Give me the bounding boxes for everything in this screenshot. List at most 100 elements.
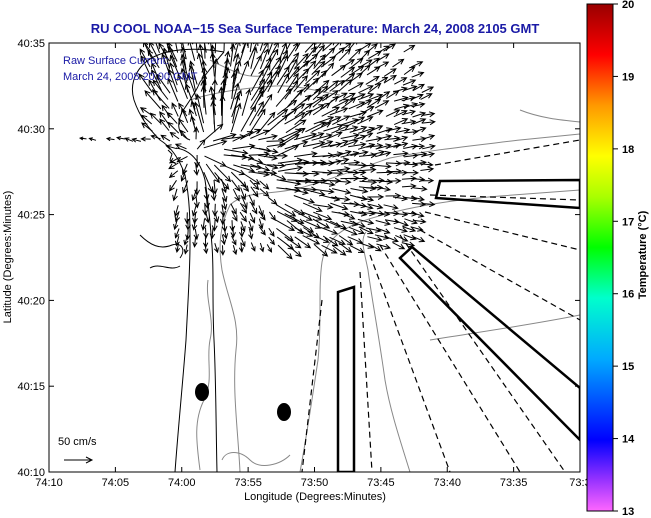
current-vector bbox=[294, 236, 312, 249]
current-vector bbox=[350, 187, 369, 194]
current-vector bbox=[180, 46, 187, 70]
current-vector bbox=[312, 102, 331, 116]
current-vector bbox=[313, 211, 333, 221]
current-vector bbox=[358, 166, 377, 173]
current-vector bbox=[349, 93, 366, 101]
current-vector bbox=[222, 71, 229, 100]
current-vector bbox=[322, 151, 344, 158]
current-vector bbox=[174, 143, 187, 150]
current-vector bbox=[293, 94, 312, 110]
current-vector bbox=[421, 134, 436, 140]
current-vector bbox=[209, 44, 216, 68]
current-vector bbox=[285, 72, 299, 93]
current-vector bbox=[302, 132, 325, 142]
current-vector bbox=[249, 179, 260, 191]
current-vector bbox=[224, 148, 249, 156]
current-vector bbox=[180, 53, 189, 77]
current-vector bbox=[356, 100, 373, 109]
current-vector bbox=[339, 125, 359, 132]
current-vector bbox=[287, 177, 312, 184]
current-vector bbox=[144, 90, 162, 110]
current-vector bbox=[141, 122, 153, 132]
current-vector bbox=[165, 144, 177, 150]
contour-line bbox=[362, 231, 411, 472]
current-vector bbox=[312, 85, 329, 101]
marker-dot bbox=[277, 403, 291, 421]
current-vector bbox=[376, 127, 393, 134]
current-vector bbox=[152, 79, 169, 100]
y-tick-label: 40:15 bbox=[17, 381, 45, 393]
colorbar-tick-label: 18 bbox=[622, 144, 634, 156]
current-vector bbox=[392, 58, 405, 68]
current-vector bbox=[294, 52, 309, 69]
current-vector bbox=[394, 103, 410, 110]
current-vector bbox=[422, 144, 436, 150]
beam-line bbox=[399, 234, 566, 472]
current-vector bbox=[284, 236, 302, 249]
current-vector bbox=[294, 227, 314, 237]
current-vector bbox=[174, 211, 181, 223]
current-vector bbox=[168, 170, 179, 179]
colorbar-tick-label: 20 bbox=[622, 0, 634, 11]
current-vector bbox=[258, 71, 273, 93]
current-vector bbox=[155, 43, 160, 53]
current-vector bbox=[367, 82, 382, 94]
current-vector bbox=[191, 204, 198, 217]
current-vector bbox=[250, 129, 270, 139]
shoreline bbox=[167, 149, 177, 165]
current-vector bbox=[191, 219, 198, 231]
current-vector bbox=[322, 43, 335, 52]
current-vector bbox=[358, 85, 374, 94]
current-vector bbox=[358, 162, 377, 169]
current-vector bbox=[393, 141, 409, 148]
current-vector bbox=[147, 49, 160, 69]
current-vector bbox=[249, 43, 253, 53]
current-vector bbox=[412, 118, 427, 125]
current-vector bbox=[223, 66, 231, 93]
current-vector bbox=[401, 119, 417, 126]
current-vector bbox=[266, 244, 273, 253]
current-vector bbox=[124, 137, 134, 142]
current-vector bbox=[402, 226, 417, 233]
colorbar-tick-label: 16 bbox=[622, 289, 634, 301]
current-vector bbox=[412, 236, 426, 243]
current-vector bbox=[366, 98, 382, 109]
current-vector bbox=[304, 69, 321, 85]
chart-title: RU COOL NOAA−15 Sea Surface Temperature:… bbox=[91, 21, 540, 36]
current-vector bbox=[250, 54, 262, 77]
current-vector bbox=[358, 106, 375, 116]
y-tick-label: 40:20 bbox=[17, 295, 45, 307]
current-vector bbox=[312, 140, 334, 149]
current-vector bbox=[139, 48, 151, 68]
current-vector bbox=[277, 157, 304, 164]
current-vector bbox=[356, 132, 374, 140]
current-vector bbox=[268, 43, 273, 54]
current-vector bbox=[223, 164, 246, 176]
colorbar-ticks: 13 14 15 16 17 18 19 20 bbox=[613, 0, 635, 518]
current-vector bbox=[322, 116, 342, 126]
current-vector bbox=[257, 93, 273, 117]
current-vector bbox=[190, 100, 197, 117]
strip-southeast bbox=[398, 245, 580, 442]
current-vector bbox=[175, 242, 180, 253]
current-vector bbox=[193, 163, 200, 176]
current-vector bbox=[338, 48, 352, 62]
current-vector bbox=[341, 227, 358, 236]
beam-line bbox=[359, 271, 373, 472]
current-vector bbox=[340, 132, 360, 139]
current-vector bbox=[311, 60, 326, 75]
current-vector bbox=[193, 195, 200, 209]
x-axis-label: Longitude (Degrees:Minutes) bbox=[244, 491, 386, 503]
current-vector bbox=[232, 52, 240, 77]
current-vector bbox=[410, 143, 426, 150]
current-vector bbox=[340, 139, 359, 148]
current-vector bbox=[401, 95, 416, 102]
current-vector bbox=[347, 236, 364, 244]
current-vector bbox=[218, 86, 225, 116]
current-vector bbox=[349, 65, 365, 76]
current-vector bbox=[241, 88, 252, 116]
x-tick-label: 73:3 bbox=[569, 477, 590, 489]
current-vector bbox=[321, 90, 339, 102]
current-vector bbox=[348, 116, 366, 126]
current-vector bbox=[268, 236, 275, 246]
